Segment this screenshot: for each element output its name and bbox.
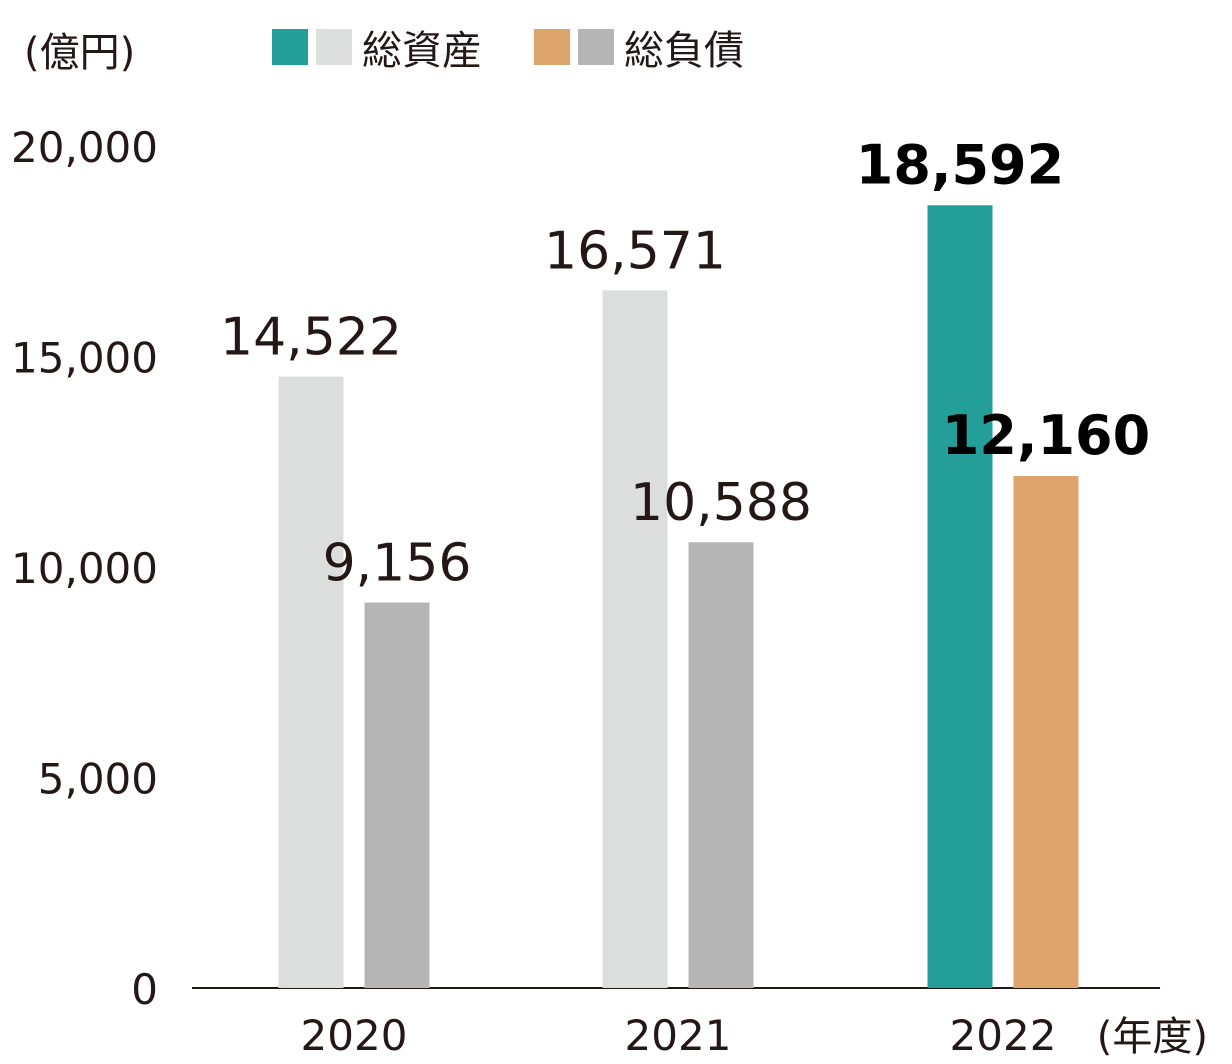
- legend-swatch-assets-highlight: [272, 29, 308, 65]
- bar-total-liabilities: [1013, 476, 1079, 988]
- legend-item-assets: 総資産: [272, 18, 482, 76]
- data-label: 18,592: [856, 133, 1064, 196]
- x-tick-label: 2020: [301, 1011, 408, 1060]
- legend-label-assets: 総資産: [362, 28, 482, 74]
- x-tick-label: 2022: [950, 1011, 1057, 1060]
- bar-total-assets: [602, 290, 668, 988]
- data-label: 9,156: [323, 534, 472, 594]
- legend-swatch-assets-past: [316, 29, 352, 65]
- data-label: 14,522: [220, 308, 402, 368]
- y-tick-label: 10,000: [11, 544, 158, 593]
- y-tick-label: 5,000: [38, 755, 158, 804]
- y-tick-label: 15,000: [11, 334, 158, 383]
- legend-label-liabilities: 総負債: [624, 28, 744, 74]
- x-unit-label: (年度): [1097, 1014, 1208, 1060]
- y-tick-label: 0: [131, 965, 158, 1014]
- legend-item-liabilities: 総負債: [534, 18, 744, 76]
- bar-total-assets: [927, 205, 993, 988]
- bar-total-assets: [278, 376, 344, 989]
- y-tick-label: 20,000: [11, 123, 158, 172]
- y-unit-label: (億円): [24, 30, 136, 76]
- legend-swatch-liabilities-highlight: [534, 29, 570, 65]
- data-label: 16,571: [544, 221, 726, 281]
- bar-total-liabilities: [688, 542, 754, 988]
- x-tick-label: 2021: [625, 1011, 732, 1060]
- data-label: 12,160: [942, 404, 1150, 467]
- bar-total-liabilities: [364, 602, 430, 988]
- legend: 総資産 総負債: [272, 18, 744, 76]
- legend-swatch-liabilities-past: [578, 29, 614, 65]
- data-label: 10,588: [630, 473, 812, 533]
